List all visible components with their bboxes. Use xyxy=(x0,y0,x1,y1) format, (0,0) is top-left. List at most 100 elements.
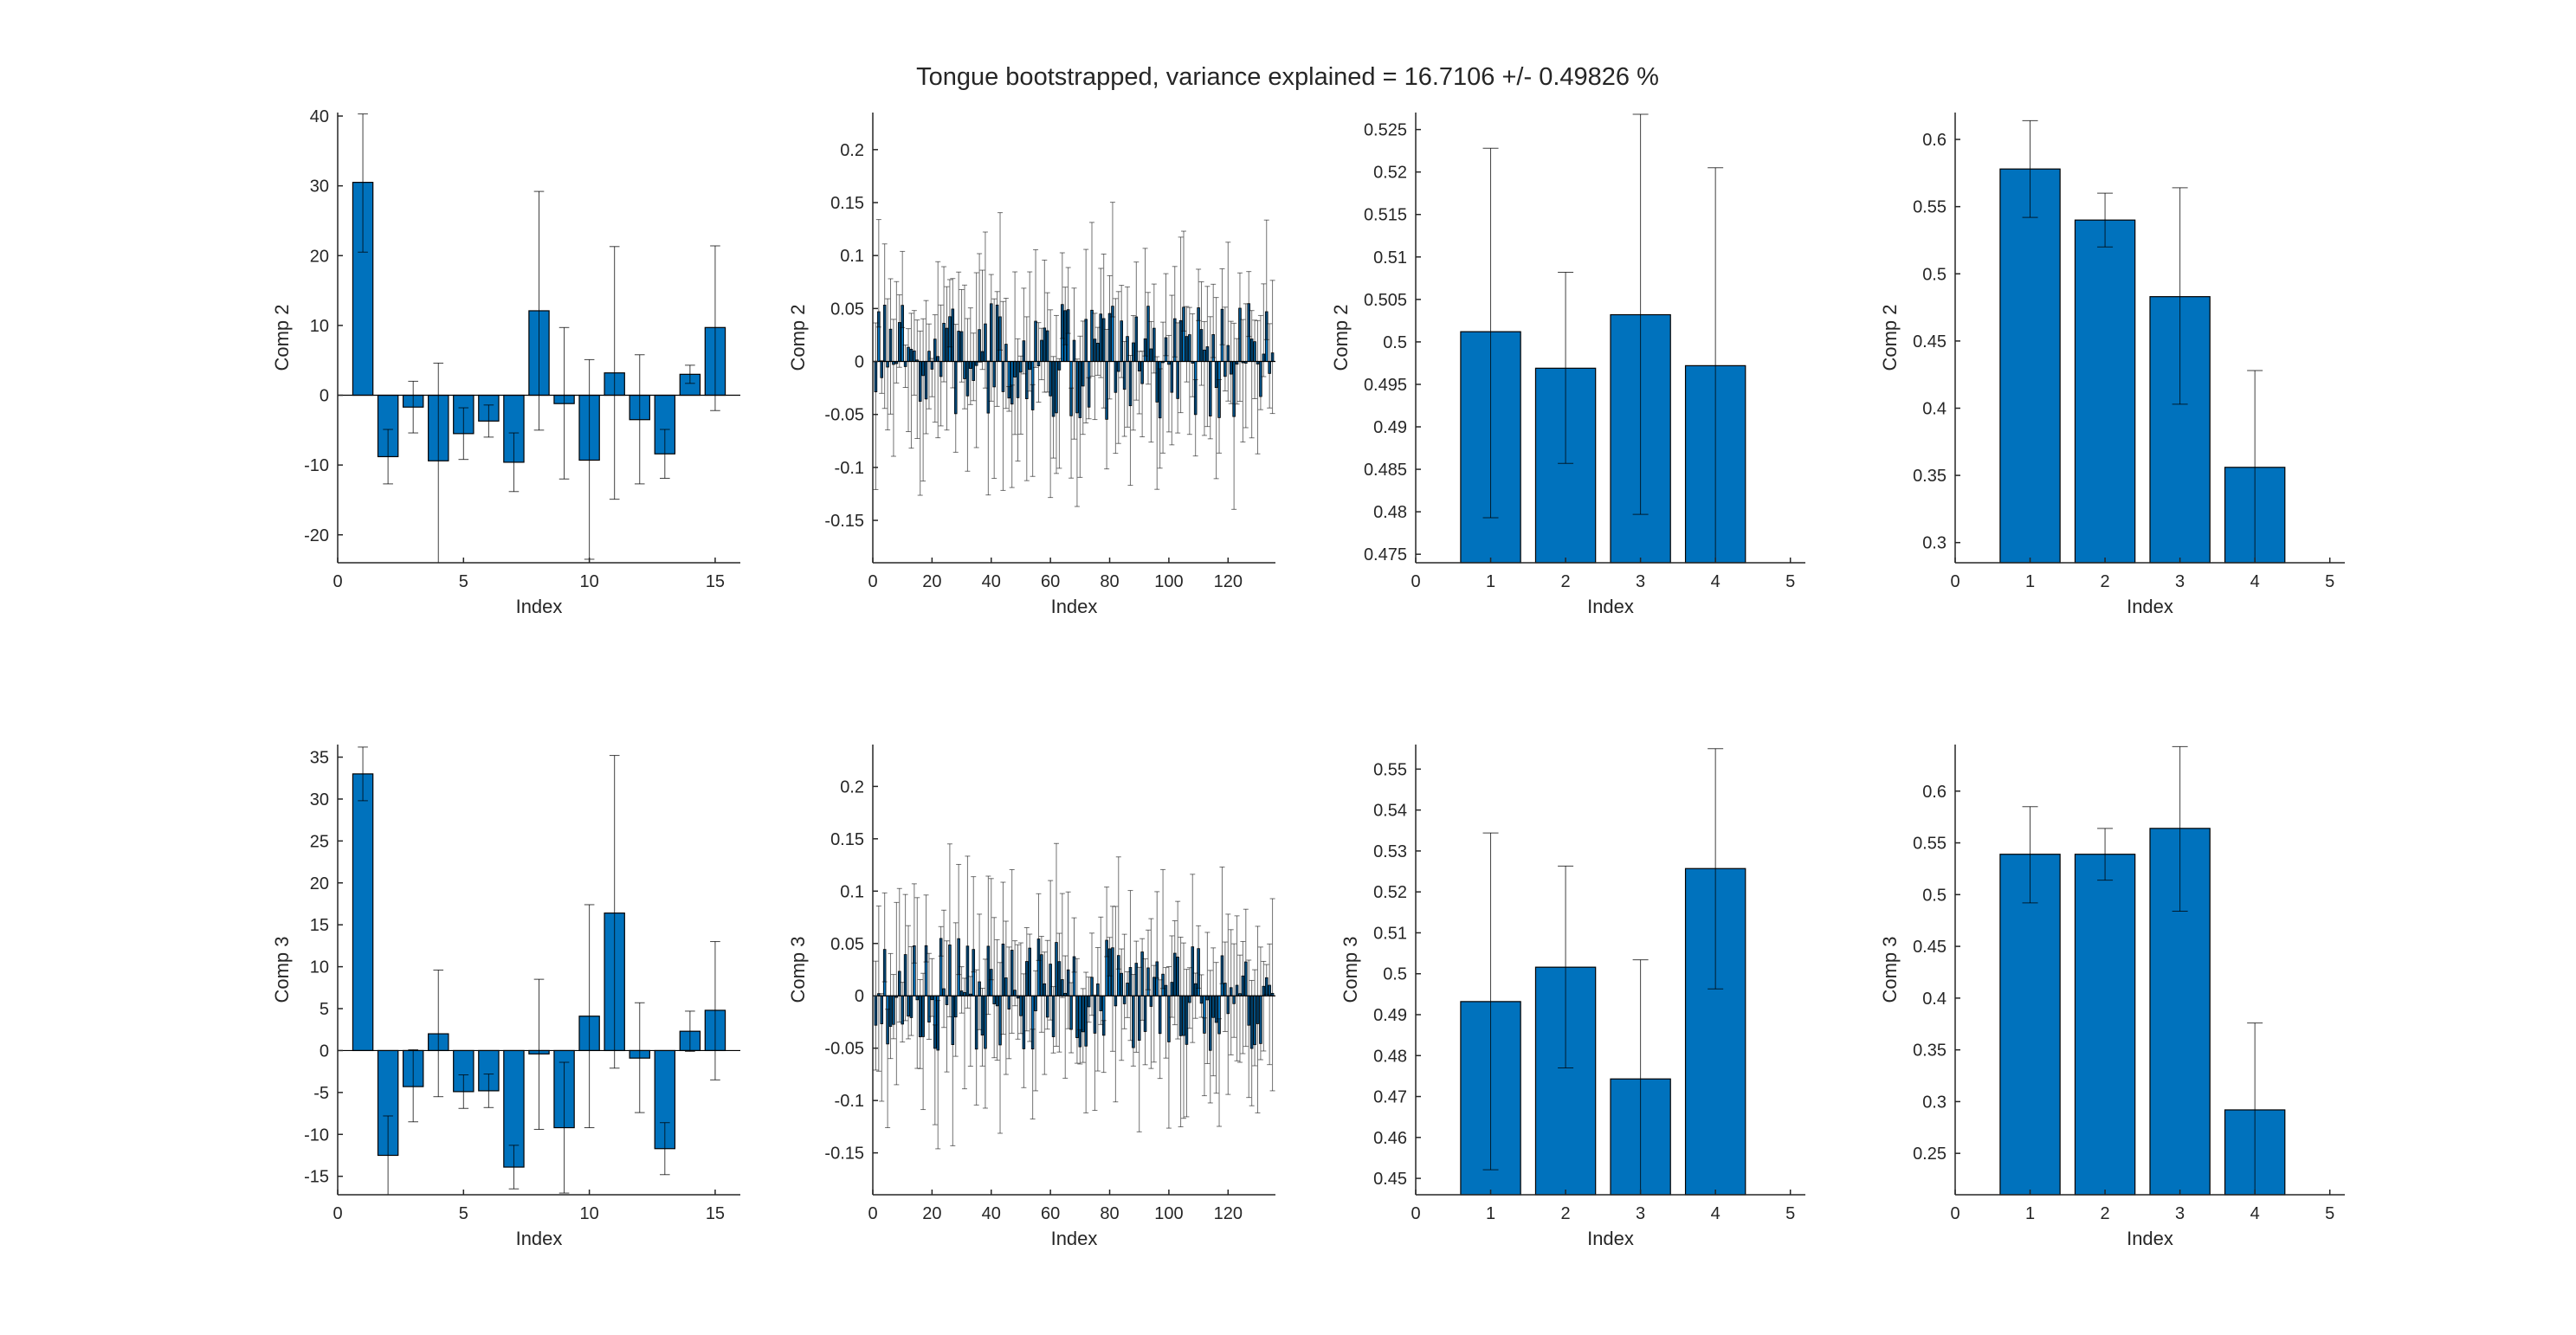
x-tick-label: 10 xyxy=(580,572,599,591)
y-tick-label: 10 xyxy=(310,317,329,336)
x-tick-label: 80 xyxy=(1100,1204,1119,1223)
error-bars xyxy=(2022,119,2263,564)
bar xyxy=(1999,854,2061,1196)
subplot-6: 0 20 40 60 80 100 120 -0.15 -0.1 -0.05 0 0.05 0.1 0.1… xyxy=(787,745,1275,1249)
y-axis-label: Comp 2 xyxy=(1879,304,1901,371)
y-tick-label: -5 xyxy=(313,1084,329,1103)
x-tick-label: 100 xyxy=(1154,1204,1183,1223)
y-axis-label: Comp 3 xyxy=(787,936,809,1003)
y-tick-label: 0.35 xyxy=(1913,1042,1947,1061)
y-tick-label: 0.515 xyxy=(1364,206,1407,225)
y-axis-label: Comp 2 xyxy=(787,304,809,371)
y-tick-label: 0.5 xyxy=(1383,333,1407,352)
y-tick-label: -15 xyxy=(304,1168,329,1187)
y-tick-label: 0 xyxy=(320,1042,329,1061)
error-bars xyxy=(1482,748,1724,1196)
bar xyxy=(2074,219,2136,564)
x-tick-label: 0 xyxy=(1950,572,1959,591)
x-tick-label: 1 xyxy=(1486,572,1495,591)
x-tick-label: 2 xyxy=(1561,1204,1571,1223)
y-tick-label: 0.05 xyxy=(830,935,864,954)
x-tick-label: 3 xyxy=(1636,572,1645,591)
y-tick-label: 0.5 xyxy=(1922,886,1947,905)
x-tick-label: 4 xyxy=(1711,572,1721,591)
x-tick-label: 15 xyxy=(706,572,725,591)
y-tick-label: 0.35 xyxy=(1913,467,1947,486)
x-tick-label: 40 xyxy=(982,1204,1001,1223)
subplot-4: 0 1 2 3 4 5 0.3 0.35 0.4 0.45 0.5 0.55 0.6 Index Comp … xyxy=(1879,113,2345,617)
y-tick-label: 0.48 xyxy=(1373,1047,1407,1066)
x-tick-label: 0 xyxy=(868,572,877,591)
y-tick-label: 0.4 xyxy=(1922,990,1947,1009)
x-tick-label: 120 xyxy=(1214,1204,1243,1223)
y-tick-label: 0.6 xyxy=(1922,131,1947,150)
y-tick-label: 0.53 xyxy=(1373,842,1407,861)
error-bars xyxy=(358,113,720,564)
x-tick-label: 15 xyxy=(706,1204,725,1223)
error-bars xyxy=(873,202,1275,510)
x-tick-label: 2 xyxy=(2101,572,2110,591)
subplot-2: 0 20 40 60 80 100 120 -0.15 -0.1 -0.05 0 0.05 0.1 0.1… xyxy=(787,113,1275,617)
x-tick-label: 4 xyxy=(2250,572,2260,591)
y-tick-label: 0.51 xyxy=(1373,248,1407,268)
x-axis-label: Index xyxy=(1587,596,1634,617)
x-tick-label: 5 xyxy=(2325,572,2334,591)
x-tick-label: 40 xyxy=(982,572,1001,591)
x-tick-label: 3 xyxy=(2175,1204,2185,1223)
bar xyxy=(1999,168,2061,564)
y-tick-label: 0.4 xyxy=(1922,399,1947,418)
x-tick-label: 80 xyxy=(1100,572,1119,591)
y-tick-label: 0.1 xyxy=(840,882,864,901)
y-tick-label: -0.05 xyxy=(824,1040,864,1059)
x-axis-label: Index xyxy=(516,596,563,617)
bar xyxy=(352,773,374,1052)
y-tick-label: 0.52 xyxy=(1373,883,1407,902)
x-tick-label: 1 xyxy=(2025,1204,2035,1223)
y-tick-label: 0.48 xyxy=(1373,503,1407,522)
x-tick-label: 2 xyxy=(1561,572,1571,591)
subplot-1: 0 5 10 15 -20 -10 0 10 20 30 40 Index Comp 2 xyxy=(271,107,740,617)
subplot-8: 0 1 2 3 4 5 0.25 0.3 0.35 0.4 0.45 0.5 0.55 0.6 Index C… xyxy=(1879,745,2345,1249)
x-tick-label: 1 xyxy=(1486,1204,1495,1223)
y-tick-label: 0.505 xyxy=(1364,291,1407,310)
y-tick-label: 10 xyxy=(310,958,329,977)
subplot-7: 0 1 2 3 4 5 0.45 0.46 0.47 0.48 0.49 0.5 0.51 0.52 0.5… xyxy=(1340,745,1805,1249)
y-tick-label: 30 xyxy=(310,177,329,197)
x-tick-label: 0 xyxy=(332,1204,342,1223)
x-axis-label: Index xyxy=(516,1228,563,1249)
subplot-3: 0 1 2 3 4 5 0.475 0.48 0.485 0.49 0.495 0.5 0.505 0.5… xyxy=(1330,113,1805,617)
y-tick-label: 15 xyxy=(310,916,329,935)
x-tick-label: 120 xyxy=(1214,572,1243,591)
y-tick-label: 0.51 xyxy=(1373,924,1407,943)
y-axis-label: Comp 2 xyxy=(1330,304,1352,371)
y-tick-label: 0.05 xyxy=(830,300,864,319)
bar xyxy=(2074,854,2136,1196)
y-tick-label: 0.49 xyxy=(1373,418,1407,437)
x-axis-label: Index xyxy=(1587,1228,1634,1249)
error-bars xyxy=(1482,113,1724,564)
y-tick-label: 25 xyxy=(310,832,329,851)
x-axis-label: Index xyxy=(1051,1228,1098,1249)
x-tick-label: 0 xyxy=(1411,572,1420,591)
x-tick-label: 60 xyxy=(1041,572,1060,591)
y-tick-label: 0.55 xyxy=(1373,760,1407,779)
y-tick-label: 0.2 xyxy=(840,141,864,160)
y-tick-label: 0 xyxy=(855,353,864,372)
y-tick-label: 0 xyxy=(855,987,864,1006)
y-tick-label: 0.5 xyxy=(1383,965,1407,984)
y-tick-label: 20 xyxy=(310,247,329,266)
x-tick-label: 4 xyxy=(1711,1204,1721,1223)
x-tick-label: 5 xyxy=(1785,572,1795,591)
y-tick-label: 0.3 xyxy=(1922,1093,1947,1112)
x-tick-label: 5 xyxy=(2325,1204,2334,1223)
y-tick-label: 0 xyxy=(320,387,329,406)
bar-series xyxy=(1999,168,2286,564)
x-tick-label: 20 xyxy=(922,1204,941,1223)
x-axis-label: Index xyxy=(1051,596,1098,617)
y-tick-label: 40 xyxy=(310,107,329,126)
x-tick-label: 0 xyxy=(868,1204,877,1223)
y-tick-label: 30 xyxy=(310,790,329,809)
